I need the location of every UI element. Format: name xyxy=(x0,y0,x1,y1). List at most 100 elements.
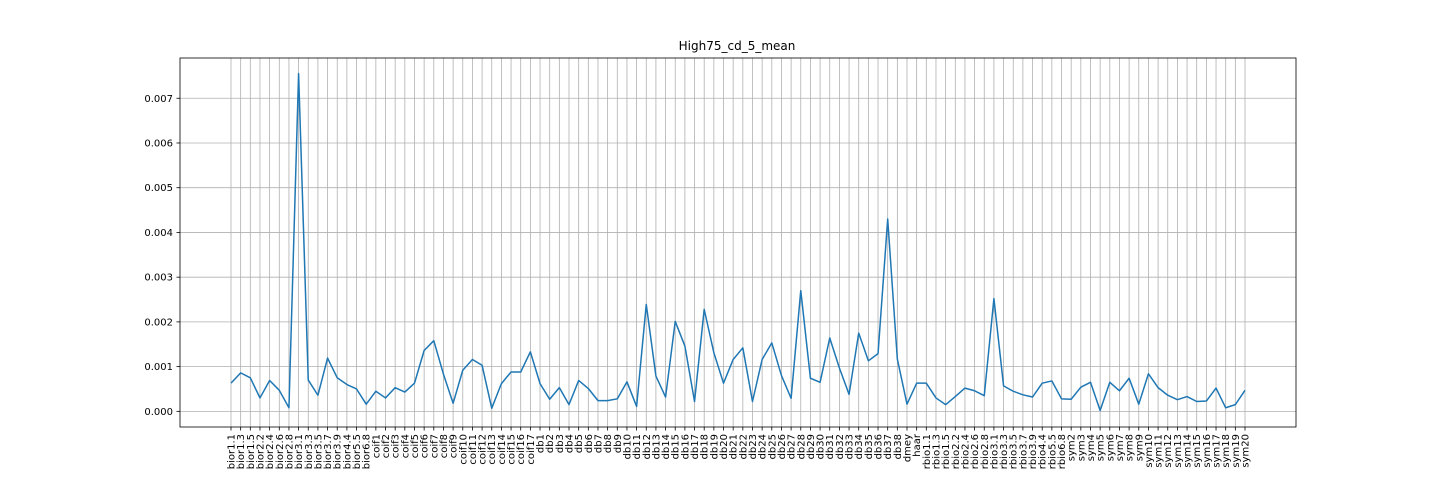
x-tick-label: rbio1.3 xyxy=(931,434,942,469)
y-tick-label: 0.002 xyxy=(144,317,173,328)
x-tick-label: rbio5.5 xyxy=(1047,434,1058,469)
y-tick-label: 0.005 xyxy=(144,183,173,194)
grid-lines xyxy=(180,58,1296,427)
x-tick-label: bior2.2 xyxy=(255,434,266,469)
x-tick-label: sym12 xyxy=(1163,434,1174,468)
x-tick-label: db11 xyxy=(632,434,643,459)
x-tick-label: sym16 xyxy=(1202,434,1213,468)
series-lines xyxy=(230,72,1246,412)
x-tick-label: db36 xyxy=(874,434,885,459)
x-tick-label: db23 xyxy=(748,434,759,459)
y-tick-label: 0.000 xyxy=(144,407,173,418)
x-tick-label: sym15 xyxy=(1192,434,1203,468)
x-tick-label: db33 xyxy=(845,434,856,459)
plot-frame xyxy=(179,57,1297,428)
x-tick-label: coif17 xyxy=(526,434,537,465)
x-tick-label: db9 xyxy=(613,434,624,453)
x-tick-label: rbio3.3 xyxy=(999,434,1010,469)
x-tick-label: db25 xyxy=(767,434,778,459)
x-tick-label: coif7 xyxy=(429,434,440,458)
x-tick-label: sym5 xyxy=(1096,434,1107,461)
x-tick-label: db31 xyxy=(825,434,836,459)
x-tick-label: coif8 xyxy=(439,434,450,458)
x-tick-label: bior2.8 xyxy=(284,434,295,469)
x-tick-label: sym10 xyxy=(1144,434,1155,468)
x-tick-label: db6 xyxy=(584,434,595,453)
x-tick-label: sym8 xyxy=(1125,434,1136,461)
x-tick-label: bior3.3 xyxy=(304,434,315,469)
x-tick-label: sym19 xyxy=(1231,434,1242,468)
x-tick-label: db26 xyxy=(777,434,788,459)
x-tick-label: rbio2.4 xyxy=(960,434,971,469)
x-tick-label: rbio1.1 xyxy=(922,434,933,469)
x-tick-label: db29 xyxy=(806,434,817,459)
x-tick-label: db14 xyxy=(661,434,672,459)
y-tick-label: 0.006 xyxy=(144,138,173,149)
x-tick-label: sym13 xyxy=(1173,434,1184,468)
x-tick-label: db7 xyxy=(593,434,604,453)
x-tick-label: db22 xyxy=(738,434,749,459)
y-tick-label: 0.007 xyxy=(144,94,173,105)
x-tick-label: coif3 xyxy=(391,434,402,458)
x-tick-label: sym14 xyxy=(1183,434,1194,468)
y-tick-label: 0.004 xyxy=(144,228,173,239)
axes xyxy=(179,57,1297,428)
x-tick-label: db30 xyxy=(816,434,827,459)
x-tick-label: rbio3.5 xyxy=(1009,434,1020,469)
x-tick-label: sym6 xyxy=(1105,434,1116,461)
x-tick-label: bior4.4 xyxy=(342,434,353,469)
x-tick-label: db10 xyxy=(622,434,633,459)
y-tick-label: 0.003 xyxy=(144,273,173,284)
chart-title: High75_cd_5_mean xyxy=(679,39,796,53)
x-tick-label: coif16 xyxy=(516,434,527,465)
y-ticks: 0.000 0.001 0.002 0.003 0.004 0.005 0.006 0.007 xyxy=(144,94,180,418)
x-tick-label: db27 xyxy=(787,434,798,459)
x-tick-label: db20 xyxy=(719,434,730,459)
x-tick-label: db34 xyxy=(854,434,865,459)
series-line xyxy=(230,72,1246,412)
x-tick-label: coif4 xyxy=(400,434,411,458)
x-tick-label: db37 xyxy=(883,434,894,459)
x-tick-label: db32 xyxy=(835,434,846,459)
x-tick-label: rbio3.9 xyxy=(1028,434,1039,469)
x-tick-label: bior1.5 xyxy=(246,434,257,469)
x-tick-label: db18 xyxy=(700,434,711,459)
x-tick-label: coif12 xyxy=(478,434,489,465)
x-tick-label: rbio3.7 xyxy=(1018,434,1029,469)
x-tick-label: db19 xyxy=(709,434,720,459)
x-tick-label: rbio2.8 xyxy=(980,434,991,469)
x-tick-label: bior5.5 xyxy=(352,434,363,469)
x-tick-label: coif1 xyxy=(371,434,382,458)
x-tick-label: sym17 xyxy=(1212,434,1223,468)
x-tick-label: coif2 xyxy=(381,434,392,458)
x-tick-label: coif14 xyxy=(497,434,508,465)
x-tick-label: rbio1.5 xyxy=(941,434,952,469)
x-tick-label: bior1.1 xyxy=(227,434,238,469)
x-tick-label: db4 xyxy=(565,434,576,453)
x-tick-label: sym18 xyxy=(1221,434,1232,468)
x-tick-label: coif6 xyxy=(420,434,431,458)
x-tick-label: rbio6.8 xyxy=(1057,434,1068,469)
x-tick-label: db13 xyxy=(651,434,662,459)
x-tick-label: db21 xyxy=(729,434,740,459)
x-tick-label: rbio2.2 xyxy=(951,434,962,469)
x-tick-label: coif11 xyxy=(468,434,479,465)
x-tick-label: db5 xyxy=(574,434,585,453)
x-tick-label: bior2.6 xyxy=(275,434,286,469)
x-tick-label: coif15 xyxy=(507,434,518,465)
x-tick-label: db1 xyxy=(536,434,547,453)
x-tick-label: sym20 xyxy=(1241,434,1252,468)
x-tick-label: coif10 xyxy=(458,434,469,465)
x-tick-label: db12 xyxy=(642,434,653,459)
x-ticks: bior1.1bior1.3bior1.5bior2.2bior2.4bior2… xyxy=(227,427,1252,469)
x-tick-label: rbio4.4 xyxy=(1038,434,1049,469)
x-tick-label: db38 xyxy=(893,434,904,459)
x-tick-label: db8 xyxy=(603,434,614,453)
x-tick-label: db15 xyxy=(671,434,682,459)
x-tick-label: sym9 xyxy=(1134,434,1145,461)
x-tick-label: bior3.1 xyxy=(294,434,305,469)
x-tick-label: haar xyxy=(912,433,923,457)
x-tick-label: sym4 xyxy=(1086,434,1097,461)
